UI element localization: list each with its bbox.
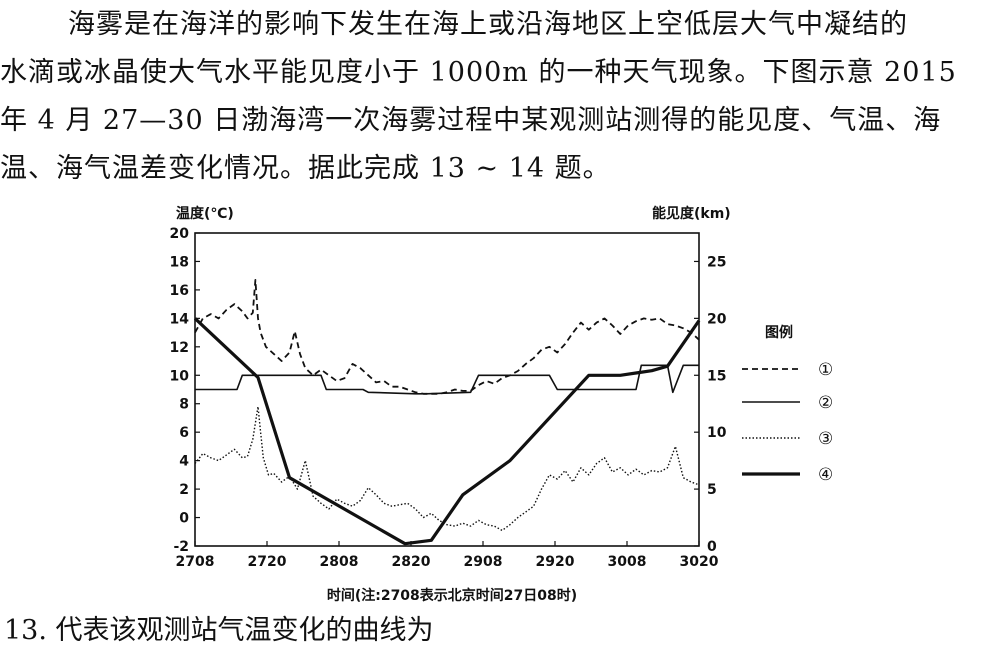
left-tick-label: 20 [170,226,190,242]
series-layer [193,278,701,546]
x-tick-label: 3008 [608,554,647,570]
x-tick-label: 2708 [176,554,215,570]
left-tick-label: 8 [179,397,189,413]
passage-line-4: 温、海气温差变化情况。据此完成 13 ~ 14 题。 [0,153,611,184]
left-tick-label: 6 [179,425,189,441]
series-line-4 [193,317,701,546]
left-tick-label: 12 [170,340,189,356]
right-axis-ticks: 0 5 10 15 20 25 [694,254,727,555]
right-tick-label: 25 [707,254,726,270]
right-axis-title: 能见度(km) [652,205,731,222]
legend-title: 图例 [765,324,793,341]
left-tick-label: 4 [179,454,189,470]
left-tick-label: 0 [179,511,189,527]
left-tick-label: 14 [170,311,190,327]
right-tick-label: 0 [707,539,717,555]
passage-line-1: 海雾是在海洋的影响下发生在海上或沿海地区上空低层大气中凝结的 [68,9,908,40]
left-tick-label: 10 [170,368,190,384]
question-13: 13. 代表该观测站气温变化的曲线为 [4,615,434,646]
left-tick-label: 16 [170,283,189,299]
right-tick-label: 15 [707,368,726,384]
left-tick-label: 2 [179,482,189,498]
legend-label-4: ④ [818,465,833,485]
x-tick-label: 2920 [536,554,575,570]
right-tick-label: 5 [707,482,717,498]
left-tick-label: 18 [170,254,189,270]
x-tick-label: 2808 [320,554,359,570]
legend-label-1: ① [818,360,833,380]
legend: 图例 ① ② ③ ④ [742,324,833,485]
passage-line-2: 水滴或冰晶使大气水平能见度小于 1000m 的一种天气现象。下图示意 2015 [0,57,957,88]
x-tick-label: 2908 [464,554,503,570]
x-tick-label: 3020 [680,554,719,570]
series-line-2 [195,364,699,395]
x-tick-label: 2820 [392,554,431,570]
passage-line-3: 年 4 月 27—30 日渤海湾一次海雾过程中某观测站测得的能见度、气温、海 [0,105,942,136]
right-tick-label: 20 [707,311,727,327]
x-tick-label: 2720 [248,554,287,570]
legend-label-2: ② [818,393,833,413]
left-tick-label: -2 [173,539,189,555]
left-axis-title: 温度(℃) [176,205,234,222]
left-axis-ticks: -2 0 2 4 6 8 10 12 14 16 18 20 [170,226,200,555]
x-axis-title: 时间(注:2708表示北京时间27日08时) [327,587,577,604]
legend-label-3: ③ [818,429,833,449]
x-axis-ticks: 2708 2720 2808 2820 2908 2920 3008 3020 [176,541,719,570]
right-tick-label: 10 [707,425,727,441]
series-line-1 [194,278,700,395]
series-line-3 [194,405,700,532]
